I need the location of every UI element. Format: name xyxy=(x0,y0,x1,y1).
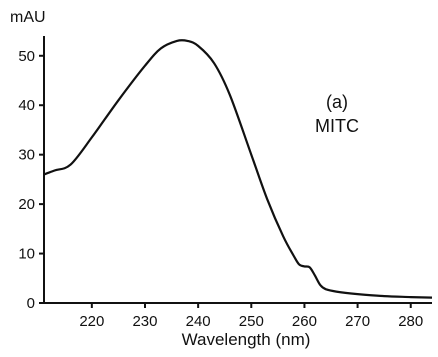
y-tick-label: 0 xyxy=(27,295,35,312)
annotation-panel-letter: (a) xyxy=(326,92,348,112)
annotation-compound-name: MITC xyxy=(315,116,359,136)
y-axis-unit-label: mAU xyxy=(10,9,46,26)
x-ticks: 220 230 240 250 260 270 280 xyxy=(79,303,423,330)
x-tick-label: 220 xyxy=(79,313,104,330)
y-tick-label: 50 xyxy=(18,48,35,65)
x-tick-label: 260 xyxy=(292,313,317,330)
y-tick-label: 30 xyxy=(18,147,35,164)
x-tick-label: 230 xyxy=(132,313,157,330)
spectrum-line xyxy=(43,39,433,299)
axes xyxy=(43,36,432,304)
x-tick-label: 250 xyxy=(239,313,264,330)
y-ticks: 0 10 20 30 40 50 xyxy=(18,48,44,312)
y-tick-label: 10 xyxy=(18,246,35,263)
x-tick-label: 270 xyxy=(345,313,370,330)
x-axis-title: Wavelength (nm) xyxy=(182,330,311,349)
x-tick-label: 280 xyxy=(398,313,423,330)
y-tick-label: 40 xyxy=(18,97,35,114)
x-tick-label: 240 xyxy=(186,313,211,330)
series-layer xyxy=(43,39,433,299)
y-tick-label: 20 xyxy=(18,196,35,213)
